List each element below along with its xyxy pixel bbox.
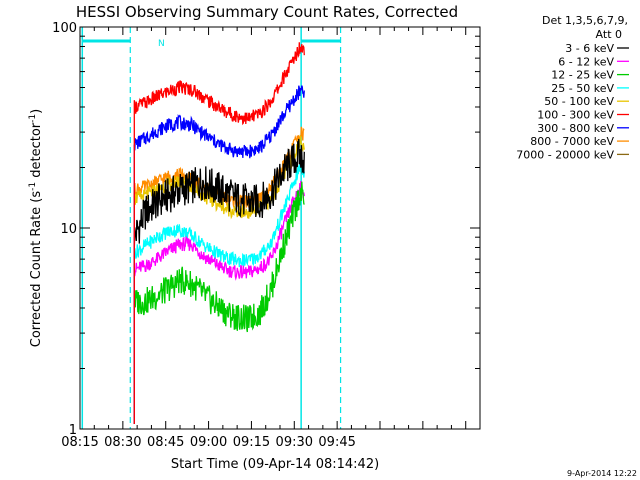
y-axis-label-sup1: -1 xyxy=(28,182,38,191)
x-tick-label: 08:30 xyxy=(104,435,141,450)
y-tick-label: 10 xyxy=(60,222,77,237)
y-axis-label-main: Corrected Count Rate (s xyxy=(29,191,44,348)
series-line xyxy=(133,138,305,424)
series-line xyxy=(133,42,305,424)
y-axis-label-sup2: -1 xyxy=(28,114,38,123)
x-tick-label: 09:45 xyxy=(318,435,355,450)
series-line xyxy=(133,163,305,424)
x-tick-label: 08:15 xyxy=(61,435,98,450)
legend-label: 6 - 12 keV xyxy=(558,55,614,68)
y-axis-label-mid: detector xyxy=(29,122,44,182)
y-axis: 1 10 100 xyxy=(52,21,480,438)
legend-label: 300 - 800 keV xyxy=(537,122,614,135)
series-layer xyxy=(133,42,305,424)
x-tick-label: 09:15 xyxy=(233,435,270,450)
y-axis-label: Corrected Count Rate (s-1 detector-1) xyxy=(28,109,44,347)
legend-label: 100 - 300 keV xyxy=(537,109,614,122)
series-line xyxy=(133,181,305,424)
plot-timestamp: 9-Apr-2014 12:22 xyxy=(567,469,637,478)
x-axis-label: Start Time (09-Apr-14 08:14:42) xyxy=(171,457,379,472)
legend-header-detectors: Det 1,3,5,6,7,9, xyxy=(542,14,628,27)
y-tick-label: 1 xyxy=(69,423,77,438)
y-tick-label: 100 xyxy=(52,21,77,36)
legend-label: 12 - 25 keV xyxy=(551,69,614,82)
legend-label: 3 - 6 keV xyxy=(565,42,614,55)
x-tick-label: 09:00 xyxy=(190,435,227,450)
y-axis-label-end: ) xyxy=(29,109,44,114)
legend-label: 7000 - 20000 keV xyxy=(516,148,614,161)
chart-title: HESSI Observing Summary Count Rates, Cor… xyxy=(76,3,458,21)
x-tick-label: 08:45 xyxy=(147,435,184,450)
legend-label: 800 - 7000 keV xyxy=(530,135,614,148)
legend-header-attenuator: Att 0 xyxy=(596,28,622,41)
legend-label: 50 - 100 keV xyxy=(544,95,614,108)
legend-label: 25 - 50 keV xyxy=(551,82,614,95)
series-line xyxy=(133,85,305,424)
x-tick-label: 09:30 xyxy=(276,435,313,450)
x-axis: 08:15 08:30 08:45 09:00 09:15 09:30 09:45 xyxy=(61,27,481,450)
series-line xyxy=(133,180,305,424)
night-marker-label: N xyxy=(158,39,165,49)
